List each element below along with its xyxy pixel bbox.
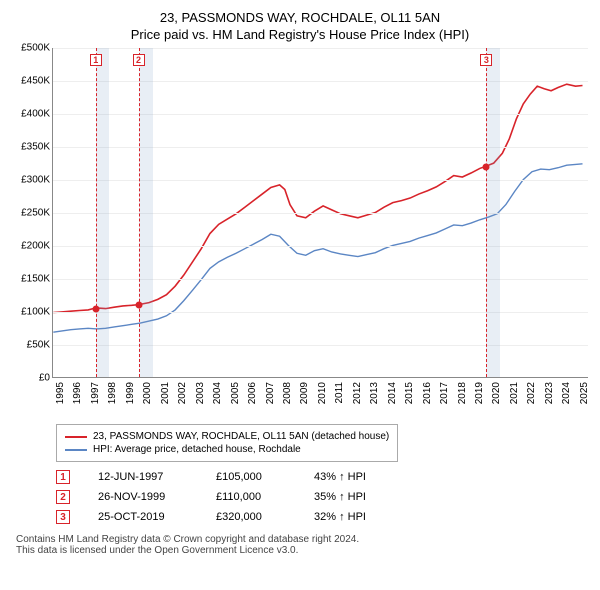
chart-title-sub: Price paid vs. HM Land Registry's House … <box>8 27 592 42</box>
x-tick-label: 2014 <box>387 382 398 404</box>
x-tick-label: 2008 <box>282 382 293 404</box>
x-tick-label: 1996 <box>72 382 83 404</box>
legend-swatch <box>65 436 87 438</box>
x-tick-label: 2009 <box>299 382 310 404</box>
highlight-band <box>96 48 109 377</box>
marker-dot <box>483 163 490 170</box>
legend-row: HPI: Average price, detached house, Roch… <box>65 444 389 455</box>
marker-dot <box>135 302 142 309</box>
x-tick-label: 2010 <box>317 382 328 404</box>
x-tick-label: 2005 <box>230 382 241 404</box>
legend-box: 23, PASSMONDS WAY, ROCHDALE, OL11 5AN (d… <box>56 424 398 462</box>
gridline <box>53 213 588 214</box>
highlight-band <box>486 48 500 377</box>
y-tick-label: £200K <box>21 241 50 252</box>
sales-row: 2 26-NOV-1999 £110,000 35% ↑ HPI <box>56 490 592 504</box>
x-tick-label: 2025 <box>579 382 590 404</box>
marker-dot <box>92 305 99 312</box>
x-tick-label: 1999 <box>125 382 136 404</box>
chart-area: £0 £50K £100K £150K £200K £250K £300K £350K £400… <box>8 48 592 418</box>
marker-vline <box>139 48 140 377</box>
x-tick-label: 2011 <box>334 382 345 404</box>
y-tick-label: £350K <box>21 142 50 153</box>
x-tick-label: 1995 <box>55 382 66 404</box>
sales-pct: 43% ↑ HPI <box>314 471 404 483</box>
sales-date: 25-OCT-2019 <box>98 511 188 523</box>
marker-vline <box>96 48 97 377</box>
x-tick-label: 2012 <box>352 382 363 404</box>
x-axis: 1995 1996 1997 1998 1999 2000 2001 2002 2003 2004… <box>52 378 588 418</box>
y-tick-label: £400K <box>21 109 50 120</box>
x-tick-label: 2004 <box>212 382 223 404</box>
sales-marker: 3 <box>56 510 70 524</box>
x-tick-label: 2021 <box>509 382 520 404</box>
y-tick-label: £50K <box>27 340 50 351</box>
legend-row: 23, PASSMONDS WAY, ROCHDALE, OL11 5AN (d… <box>65 431 389 442</box>
sales-date: 12-JUN-1997 <box>98 471 188 483</box>
legend-label: 23, PASSMONDS WAY, ROCHDALE, OL11 5AN (d… <box>93 431 389 442</box>
x-tick-label: 2024 <box>561 382 572 404</box>
x-tick-label: 2006 <box>247 382 258 404</box>
gridline <box>53 180 588 181</box>
marker-vline <box>486 48 487 377</box>
x-tick-label: 2016 <box>422 382 433 404</box>
y-tick-label: £250K <box>21 208 50 219</box>
x-tick-label: 2000 <box>142 382 153 404</box>
marker-box: 3 <box>480 54 492 66</box>
x-tick-label: 2003 <box>195 382 206 404</box>
gridline <box>53 48 588 49</box>
sales-marker: 2 <box>56 490 70 504</box>
footer-line-1: Contains HM Land Registry data © Crown c… <box>16 534 592 545</box>
x-tick-label: 1998 <box>107 382 118 404</box>
x-tick-label: 2002 <box>177 382 188 404</box>
sales-price: £110,000 <box>216 491 286 503</box>
x-tick-label: 2015 <box>404 382 415 404</box>
x-tick-label: 2013 <box>369 382 380 404</box>
x-tick-label: 2023 <box>544 382 555 404</box>
sales-pct: 35% ↑ HPI <box>314 491 404 503</box>
footer-attribution: Contains HM Land Registry data © Crown c… <box>16 534 592 556</box>
x-tick-label: 2001 <box>160 382 171 404</box>
y-tick-label: £0 <box>39 373 50 384</box>
y-axis: £0£50K£100K£150K£200K£250K£300K£350K£400… <box>8 48 52 378</box>
x-tick-label: 1997 <box>90 382 101 404</box>
gridline <box>53 312 588 313</box>
y-tick-label: £450K <box>21 76 50 87</box>
footer-line-2: This data is licensed under the Open Gov… <box>16 545 592 556</box>
gridline <box>53 147 588 148</box>
x-tick-label: 2022 <box>526 382 537 404</box>
gridline <box>53 246 588 247</box>
sales-date: 26-NOV-1999 <box>98 491 188 503</box>
y-tick-label: £500K <box>21 43 50 54</box>
gridline <box>53 81 588 82</box>
sales-marker: 1 <box>56 470 70 484</box>
y-tick-label: £150K <box>21 274 50 285</box>
sales-table: 1 12-JUN-1997 £105,000 43% ↑ HPI 2 26-NOV-199… <box>56 470 592 524</box>
marker-box: 2 <box>133 54 145 66</box>
legend-label: HPI: Average price, detached house, Roch… <box>93 444 301 455</box>
gridline <box>53 345 588 346</box>
marker-box: 1 <box>90 54 102 66</box>
highlight-band <box>139 48 153 377</box>
sales-row: 1 12-JUN-1997 £105,000 43% ↑ HPI <box>56 470 592 484</box>
chart-title-address: 23, PASSMONDS WAY, ROCHDALE, OL11 5AN <box>8 10 592 25</box>
x-tick-label: 2018 <box>457 382 468 404</box>
sales-pct: 32% ↑ HPI <box>314 511 404 523</box>
y-tick-label: £100K <box>21 307 50 318</box>
x-tick-label: 2019 <box>474 382 485 404</box>
sales-price: £320,000 <box>216 511 286 523</box>
x-tick-label: 2017 <box>439 382 450 404</box>
x-tick-label: 2007 <box>265 382 276 404</box>
legend-swatch <box>65 449 87 451</box>
gridline <box>53 114 588 115</box>
y-tick-label: £300K <box>21 175 50 186</box>
plot-region: 1 2 3 <box>52 48 588 378</box>
x-tick-label: 2020 <box>491 382 502 404</box>
gridline <box>53 279 588 280</box>
sales-price: £105,000 <box>216 471 286 483</box>
series-hpi <box>53 164 582 332</box>
sales-row: 3 25-OCT-2019 £320,000 32% ↑ HPI <box>56 510 592 524</box>
